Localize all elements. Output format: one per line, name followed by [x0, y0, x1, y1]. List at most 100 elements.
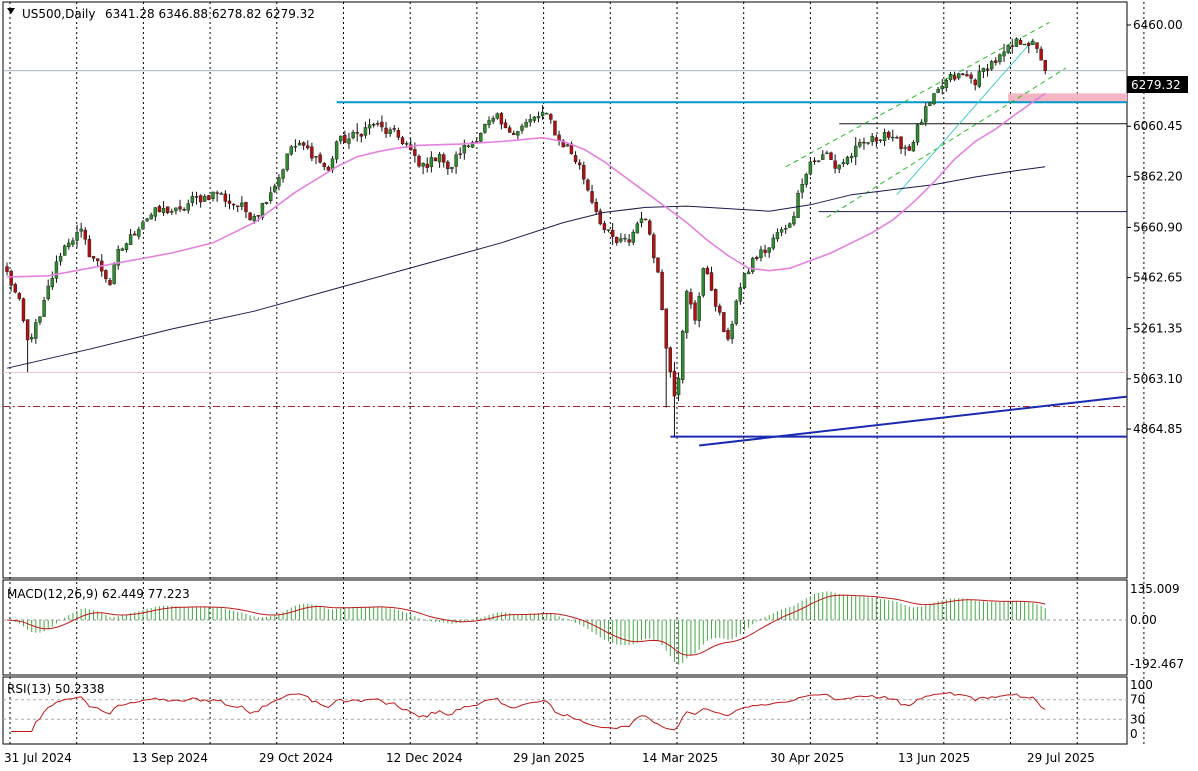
macd-panel[interactable] — [2, 579, 1128, 676]
candle-bear — [648, 220, 652, 235]
candle-bull — [796, 193, 800, 218]
candle-bull — [38, 316, 42, 323]
price-tick-label: 5862.20 — [1133, 169, 1183, 183]
candle-bear — [499, 113, 504, 125]
candle-bull — [841, 162, 846, 165]
candle-bull — [540, 111, 545, 117]
candle-bear — [602, 223, 607, 230]
candle-bull — [470, 142, 475, 148]
rsi-series — [11, 691, 1046, 732]
candle-bull — [808, 161, 813, 175]
ma-fast-line — [6, 92, 1046, 278]
candle-bull — [466, 145, 471, 148]
candle-bull — [821, 154, 825, 160]
candle-bull — [911, 142, 916, 152]
candle-bull — [1022, 43, 1027, 46]
candle-bear — [371, 123, 376, 126]
candle-bull — [882, 132, 887, 141]
candle-bear — [326, 166, 331, 171]
candle-bull — [676, 378, 681, 396]
candle-bull — [924, 106, 928, 123]
candle-bull — [746, 271, 751, 275]
candle-bull — [30, 337, 34, 340]
candle-bear — [343, 134, 347, 144]
date-tick-label: 12 Dec 2024 — [386, 751, 463, 765]
price-axis: 6460.00 6060.45 5862.20 5660.90 5462.65 5261.… — [1127, 18, 1184, 741]
candle-bull — [240, 202, 244, 207]
candle-bear — [969, 74, 973, 79]
candle-bear — [194, 196, 199, 198]
candle-bear — [610, 230, 615, 237]
candle-bull — [120, 248, 125, 251]
candle-bear — [573, 155, 578, 163]
macd-signal-line — [6, 594, 1046, 656]
overlay-indicators — [6, 92, 1046, 369]
candle-bull — [285, 153, 289, 170]
candle-bear — [359, 134, 364, 137]
rsi-tick-label: 30 — [1130, 712, 1145, 726]
candle-bull — [944, 80, 949, 88]
candle-bear — [952, 75, 957, 80]
candle-bear — [310, 146, 314, 159]
date-tick-label: 13 Jun 2025 — [898, 751, 970, 765]
candle-bear — [380, 121, 384, 128]
candle-bear — [425, 163, 429, 168]
candle-bear — [417, 155, 421, 167]
candle-bear — [1010, 45, 1014, 47]
candle-bear — [178, 206, 182, 210]
candle-bear — [652, 234, 656, 259]
time-axis: 31 Jul 2024 13 Sep 2024 29 Oct 2024 12 Dec … — [4, 751, 1095, 765]
candle-bull — [351, 132, 355, 139]
candle-bear — [874, 137, 879, 142]
candle-bear — [104, 270, 108, 280]
candle-bull — [825, 152, 829, 155]
main-panel[interactable] — [2, 1, 1128, 579]
current-price-text: 6279.32 — [1131, 78, 1181, 92]
candle-bull — [186, 203, 190, 211]
candle-bull — [928, 102, 932, 106]
macd-series — [6, 591, 1046, 665]
candle-bull — [981, 67, 986, 72]
candle-bull — [363, 127, 368, 136]
rsi-line — [11, 691, 1046, 732]
candle-bear — [886, 131, 891, 138]
rsi-panel[interactable] — [2, 676, 1128, 745]
candle-bull — [800, 184, 804, 193]
candle-bull — [858, 142, 862, 147]
candle-bull — [170, 211, 174, 213]
candle-bear — [709, 272, 714, 291]
candle-bear — [594, 201, 598, 212]
candle-bear — [256, 215, 261, 217]
candle-bear — [244, 201, 248, 213]
rsi-tick-label: 0 — [1130, 727, 1138, 741]
candle-bear — [895, 137, 899, 139]
candle-bull — [866, 142, 870, 144]
candle-bull — [779, 229, 784, 233]
candle-bear — [1043, 60, 1047, 71]
macd-tick-label: 0.00 — [1130, 613, 1157, 627]
candle-bull — [153, 207, 158, 217]
candle-bear — [165, 206, 170, 213]
candle-bull — [161, 207, 166, 213]
candle-bull — [792, 215, 796, 225]
menu-triangle-icon[interactable] — [7, 8, 15, 14]
price-tick-label: 4864.85 — [1133, 422, 1183, 436]
chart-header-symbol: US500,Daily — [22, 7, 95, 21]
candle-bull — [948, 73, 953, 80]
candle-bull — [454, 154, 458, 167]
candle-bull — [128, 234, 133, 245]
candle-bull — [957, 73, 961, 79]
candle-bull — [479, 132, 483, 142]
candle-bear — [512, 132, 516, 135]
candle-bear — [586, 179, 590, 191]
candle-bull — [516, 131, 520, 136]
candle-bull — [264, 202, 269, 204]
candle-bull — [367, 124, 372, 129]
candle-bull — [775, 232, 780, 240]
candle-bear — [87, 239, 92, 258]
candle-bull — [528, 119, 532, 123]
candle-bull — [260, 202, 265, 218]
candle-bull — [450, 166, 454, 170]
date-tick-label: 30 Apr 2025 — [770, 751, 844, 765]
